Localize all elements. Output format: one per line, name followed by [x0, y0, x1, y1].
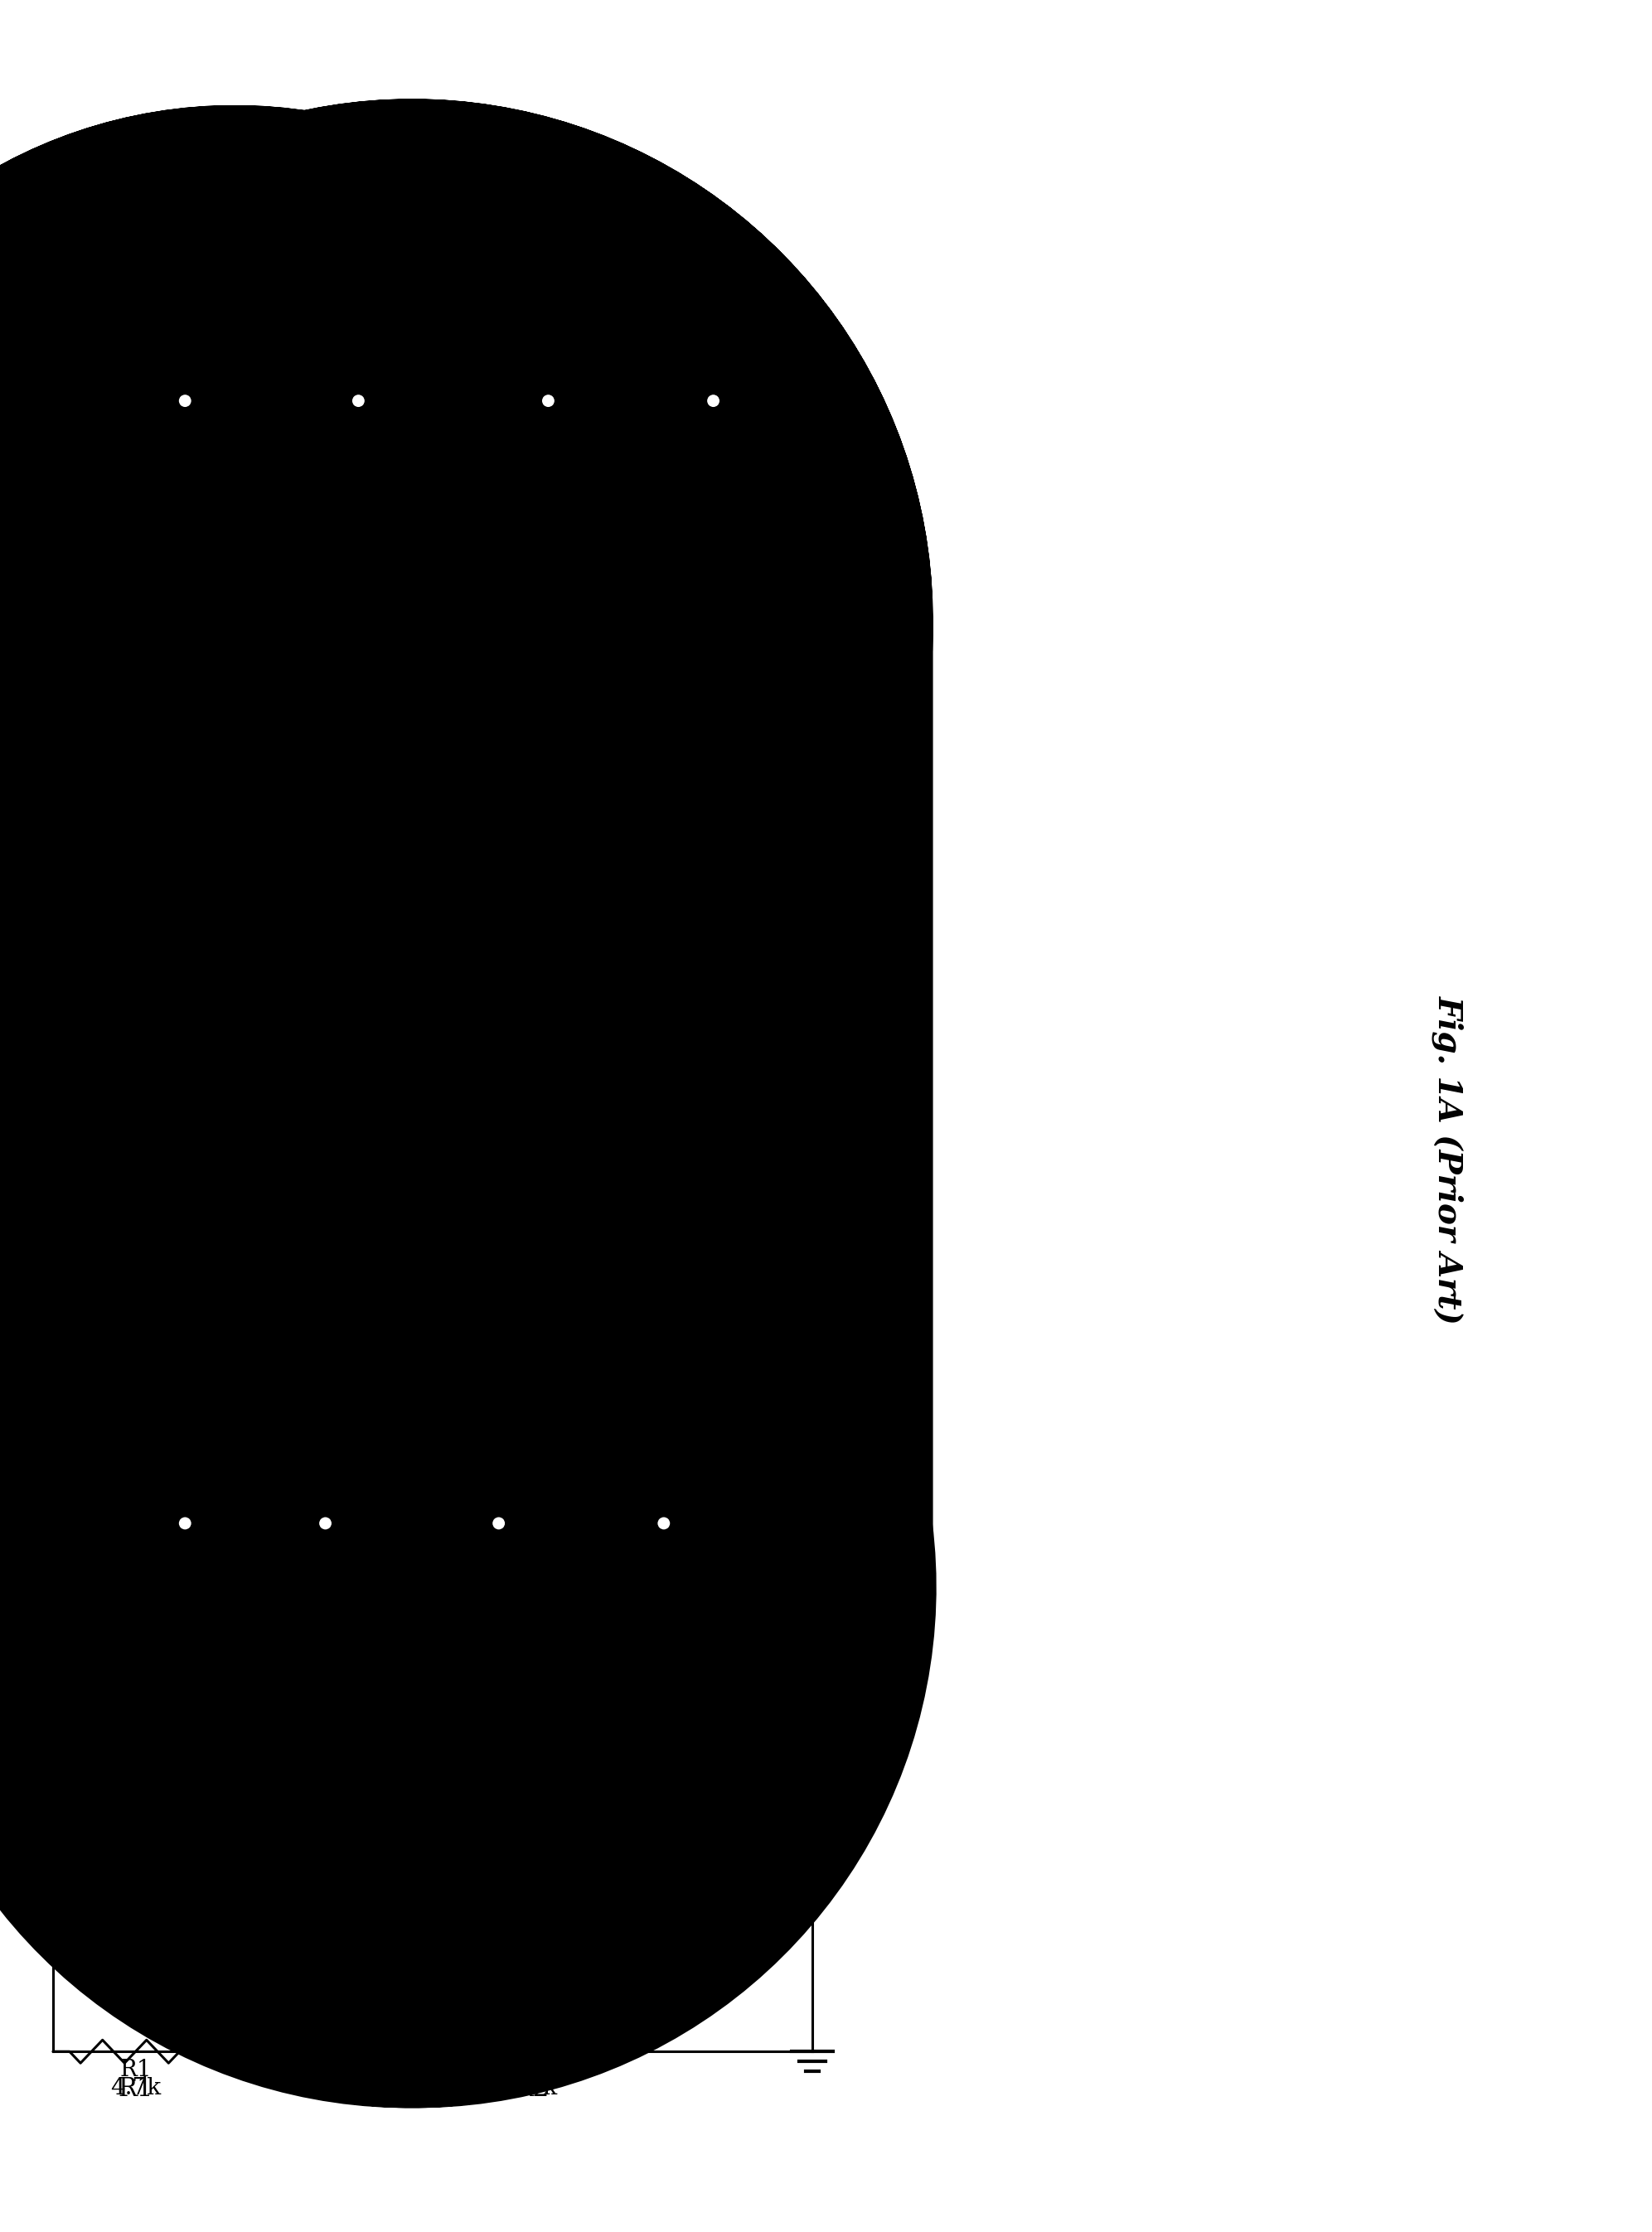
Text: Vref: Vref — [226, 569, 292, 596]
Text: SET: SET — [509, 1038, 557, 1060]
Circle shape — [317, 1516, 332, 1531]
Text: GND: GND — [722, 413, 785, 437]
Text: P2: P2 — [651, 1663, 684, 1690]
Text: 0.1uF: 0.1uF — [398, 324, 466, 346]
Text: 3: 3 — [477, 1457, 492, 1480]
Text: -: - — [284, 1190, 292, 1214]
Text: PWM: PWM — [439, 766, 514, 792]
Text: Error Amp.: Error Amp. — [154, 1848, 299, 1875]
Text: 0.1uF: 0.1uF — [221, 324, 289, 346]
Circle shape — [705, 393, 720, 408]
Text: VR-A: VR-A — [487, 1132, 510, 1190]
Text: Comp: Comp — [193, 1428, 261, 1453]
Text: OSC: OSC — [590, 1080, 656, 1107]
Text: R: R — [345, 828, 363, 850]
Text: C: C — [373, 926, 393, 953]
Text: Q1: Q1 — [400, 1676, 436, 1701]
Text: Vref1: Vref1 — [492, 1091, 557, 1114]
Text: +: + — [410, 953, 431, 980]
Text: R4: R4 — [240, 1576, 271, 1598]
Circle shape — [350, 393, 365, 408]
Text: Is: Is — [507, 1511, 530, 1536]
Text: Logic: Logic — [438, 801, 515, 826]
Text: R2: R2 — [515, 2058, 548, 2080]
Text: P1: P1 — [367, 2067, 400, 2094]
Text: RC: RC — [672, 1428, 707, 1453]
Text: R3: R3 — [428, 1861, 464, 1886]
Bar — [565, 1020, 681, 1167]
Text: 2: 2 — [304, 1457, 319, 1480]
Circle shape — [178, 393, 193, 408]
Bar — [304, 1011, 395, 1078]
Text: R5: R5 — [611, 371, 643, 393]
Text: C3: C3 — [238, 341, 273, 368]
Text: Vfb: Vfb — [334, 1511, 377, 1536]
Text: DRV: DRV — [525, 594, 588, 620]
Text: 4.7k: 4.7k — [111, 2076, 160, 2098]
Circle shape — [540, 393, 555, 408]
Text: 6: 6 — [527, 460, 542, 482]
Text: VCC: VCC — [367, 413, 423, 437]
Text: Fig. 1A (Prior Art): Fig. 1A (Prior Art) — [1432, 995, 1464, 1324]
Text: Vref2: Vref2 — [195, 1203, 259, 1225]
Text: 1K: 1K — [342, 2011, 375, 2033]
Text: Vdc: Vdc — [378, 121, 423, 143]
Text: VEA: VEA — [304, 1163, 363, 1190]
Text: UC384x: UC384x — [145, 906, 175, 1036]
Text: S: S — [537, 828, 552, 850]
Text: Y: Y — [537, 737, 552, 759]
Text: -: - — [342, 953, 350, 980]
Circle shape — [180, 1600, 192, 1612]
Bar — [334, 723, 565, 864]
Text: Vref2: Vref2 — [287, 699, 352, 721]
Circle shape — [656, 1516, 671, 1531]
Text: C2: C2 — [415, 341, 451, 368]
Text: SD: SD — [345, 737, 380, 759]
Text: C1: C1 — [841, 1683, 877, 1710]
Circle shape — [178, 1516, 193, 1531]
Text: 6K: 6K — [651, 1685, 684, 1707]
Text: R1: R1 — [117, 2076, 154, 2103]
Bar — [132, 484, 747, 1457]
Text: +: + — [278, 1143, 299, 1170]
Text: R2: R2 — [514, 2076, 550, 2103]
Text: 5: 5 — [692, 460, 707, 482]
Text: VLo: VLo — [276, 926, 320, 949]
Text: R1: R1 — [119, 2058, 152, 2080]
Text: 8: 8 — [164, 460, 178, 482]
Text: 4.7k: 4.7k — [507, 2076, 557, 2098]
Text: Adjust: Adjust — [185, 1873, 268, 1899]
Text: Comp: Comp — [101, 1511, 175, 1536]
Text: VL: VL — [329, 1031, 370, 1058]
Text: 4: 4 — [643, 1457, 657, 1480]
Circle shape — [319, 1989, 330, 2000]
Bar — [358, 533, 466, 632]
Text: Isense
Adjust: Isense Adjust — [651, 1623, 725, 1672]
Text: 100k: 100k — [226, 1558, 284, 1580]
Text: VLin: VLin — [403, 1074, 458, 1098]
Text: VR: VR — [598, 1178, 631, 1201]
Text: 7: 7 — [337, 460, 352, 482]
Bar — [193, 533, 325, 632]
Text: 1K: 1K — [611, 353, 643, 375]
Text: Vref1: Vref1 — [165, 699, 230, 721]
Text: REF: REF — [193, 413, 248, 437]
Text: 1: 1 — [164, 1457, 178, 1480]
Text: ISP: ISP — [385, 569, 439, 596]
Circle shape — [491, 1516, 506, 1531]
Text: Is: Is — [507, 1428, 527, 1453]
Text: 2K2222: 2K2222 — [400, 1703, 481, 1723]
Text: Vfb: Vfb — [334, 1428, 373, 1453]
Text: RC: RC — [672, 1511, 710, 1536]
Text: Output: Output — [557, 413, 646, 437]
